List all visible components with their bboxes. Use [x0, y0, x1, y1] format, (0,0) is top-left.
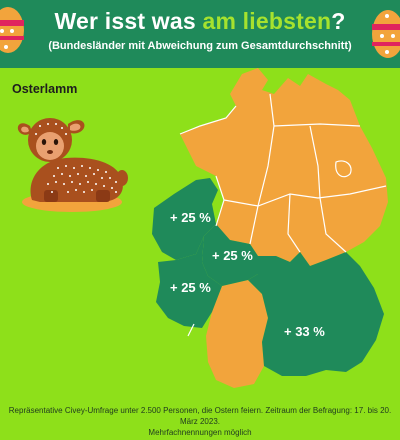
map-region-baden-wuerttemberg: [206, 280, 268, 388]
state-borders: [179, 93, 387, 337]
germany-map: + 25 % + 25 % + 25 % + 33 %: [152, 68, 388, 388]
header-banner: Wer isst was am liebsten? (Bundesländer …: [0, 0, 400, 68]
map-region-rheinland-pfalz: [156, 236, 222, 328]
title-highlight: am liebsten: [202, 8, 332, 34]
map-region-bayern: [248, 252, 384, 376]
region-label: + 25 %: [212, 248, 253, 263]
map-region-nrw: [152, 178, 218, 260]
region-label: + 25 %: [170, 280, 211, 295]
category-label: Osterlamm: [12, 82, 78, 96]
map-region-other: [180, 68, 388, 266]
page-subtitle: (Bundesländer mit Abweichung zum Gesamtd…: [48, 40, 352, 52]
region-label: + 33 %: [284, 324, 325, 339]
page-title: Wer isst was am liebsten?: [54, 8, 346, 34]
easter-egg-icon: [372, 10, 400, 58]
easter-egg-icon: [0, 7, 24, 53]
footer-line: Mehrfachnennungen möglich: [148, 428, 252, 437]
map-region-hessen: [202, 224, 258, 286]
footer-line: Repräsentative Civey-Umfrage unter 2.500…: [8, 406, 392, 426]
region-label: + 25 %: [170, 210, 211, 225]
easter-lamb-icon: [17, 118, 128, 212]
footer-note: Repräsentative Civey-Umfrage unter 2.500…: [0, 405, 400, 438]
